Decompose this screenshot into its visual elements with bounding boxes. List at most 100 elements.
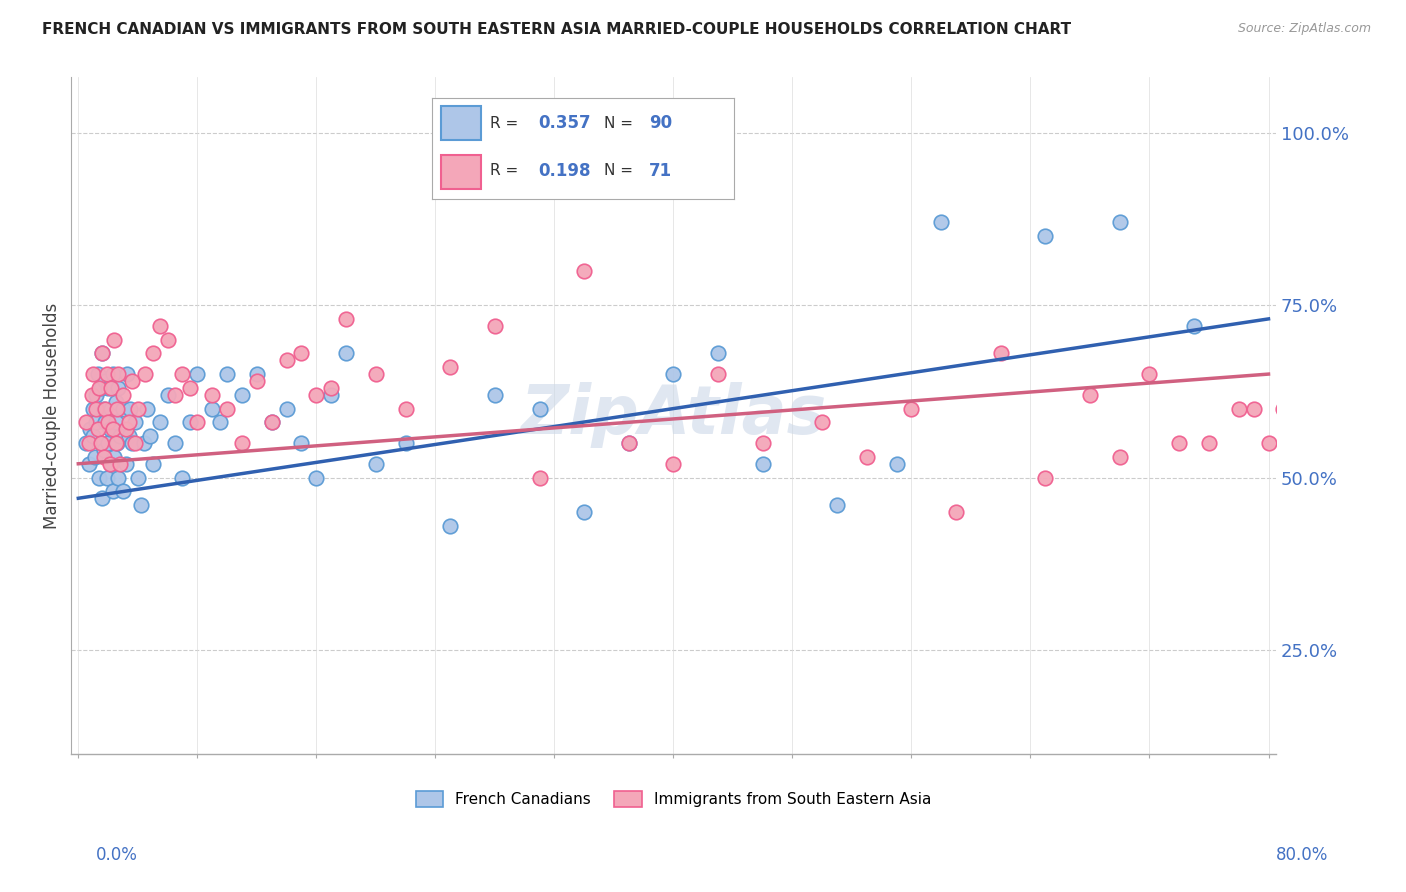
Point [101, 422, 124, 436]
Point [90, 436, 112, 450]
Point [246, 367, 269, 381]
Point [91, 346, 114, 360]
Point [751, 457, 773, 471]
Point [156, 388, 179, 402]
Point [1243, 401, 1265, 416]
Point [290, 436, 312, 450]
Point [118, 416, 141, 430]
Point [103, 450, 125, 464]
Point [77, 436, 100, 450]
Point [321, 388, 343, 402]
Point [124, 436, 146, 450]
Point [120, 401, 142, 416]
Point [886, 457, 908, 471]
Point [484, 318, 506, 333]
Point [97, 416, 120, 430]
Point [82, 401, 104, 416]
Point [104, 394, 127, 409]
Point [439, 360, 461, 375]
Point [82, 429, 104, 443]
Point [142, 457, 165, 471]
Point [179, 381, 201, 395]
Point [94, 401, 117, 416]
Text: 80.0%: 80.0% [1277, 846, 1329, 863]
Point [707, 367, 730, 381]
Point [111, 401, 134, 416]
Point [1198, 436, 1220, 450]
Point [96, 470, 118, 484]
Point [134, 367, 156, 381]
Point [364, 457, 387, 471]
Point [1108, 215, 1130, 229]
Legend: French Canadians, Immigrants from South Eastern Asia: French Canadians, Immigrants from South … [409, 785, 938, 814]
Text: ZipAtlas: ZipAtlas [520, 383, 827, 449]
Point [84, 388, 107, 402]
Point [97, 436, 120, 450]
Point [217, 401, 239, 416]
Point [100, 457, 122, 471]
Y-axis label: Married-couple Households: Married-couple Households [44, 302, 60, 529]
Point [208, 416, 231, 430]
Point [163, 436, 186, 450]
Point [1286, 436, 1309, 450]
Point [79, 422, 101, 436]
Point [276, 353, 298, 368]
Point [98, 457, 121, 471]
Point [394, 401, 416, 416]
Point [101, 367, 124, 381]
Point [124, 416, 146, 430]
Point [115, 422, 138, 436]
Point [118, 429, 141, 443]
Point [86, 367, 108, 381]
Point [94, 416, 117, 430]
Point [107, 367, 129, 381]
Point [662, 367, 685, 381]
Point [142, 346, 165, 360]
Point [186, 367, 208, 381]
Point [100, 381, 122, 395]
Point [96, 367, 118, 381]
Point [103, 333, 125, 347]
Point [1182, 318, 1205, 333]
Point [89, 381, 111, 395]
Point [217, 367, 239, 381]
Point [115, 457, 138, 471]
Point [93, 450, 115, 464]
Point [186, 416, 208, 430]
Point [179, 416, 201, 430]
Point [929, 215, 952, 229]
Point [129, 498, 152, 512]
Point [121, 436, 143, 450]
Point [138, 429, 160, 443]
Point [97, 381, 120, 395]
Point [111, 388, 134, 402]
Point [135, 401, 157, 416]
Point [201, 388, 224, 402]
Point [751, 436, 773, 450]
Point [107, 381, 129, 395]
Text: FRENCH CANADIAN VS IMMIGRANTS FROM SOUTH EASTERN ASIA MARRIED-COUPLE HOUSEHOLDS : FRENCH CANADIAN VS IMMIGRANTS FROM SOUTH… [42, 22, 1071, 37]
Point [484, 388, 506, 402]
Point [111, 484, 134, 499]
Point [149, 318, 172, 333]
Point [98, 422, 121, 436]
Point [93, 401, 115, 416]
Point [75, 416, 97, 430]
Point [107, 470, 129, 484]
Point [172, 367, 194, 381]
Point [1257, 436, 1279, 450]
Point [172, 470, 194, 484]
Point [1168, 436, 1191, 450]
Point [900, 401, 922, 416]
Point [572, 263, 595, 277]
Point [117, 367, 139, 381]
Text: 0.0%: 0.0% [96, 846, 138, 863]
Point [572, 505, 595, 519]
Point [321, 381, 343, 395]
Point [335, 346, 357, 360]
Point [90, 381, 112, 395]
Point [305, 470, 328, 484]
Point [105, 436, 128, 450]
Point [91, 491, 114, 506]
Point [335, 312, 357, 326]
